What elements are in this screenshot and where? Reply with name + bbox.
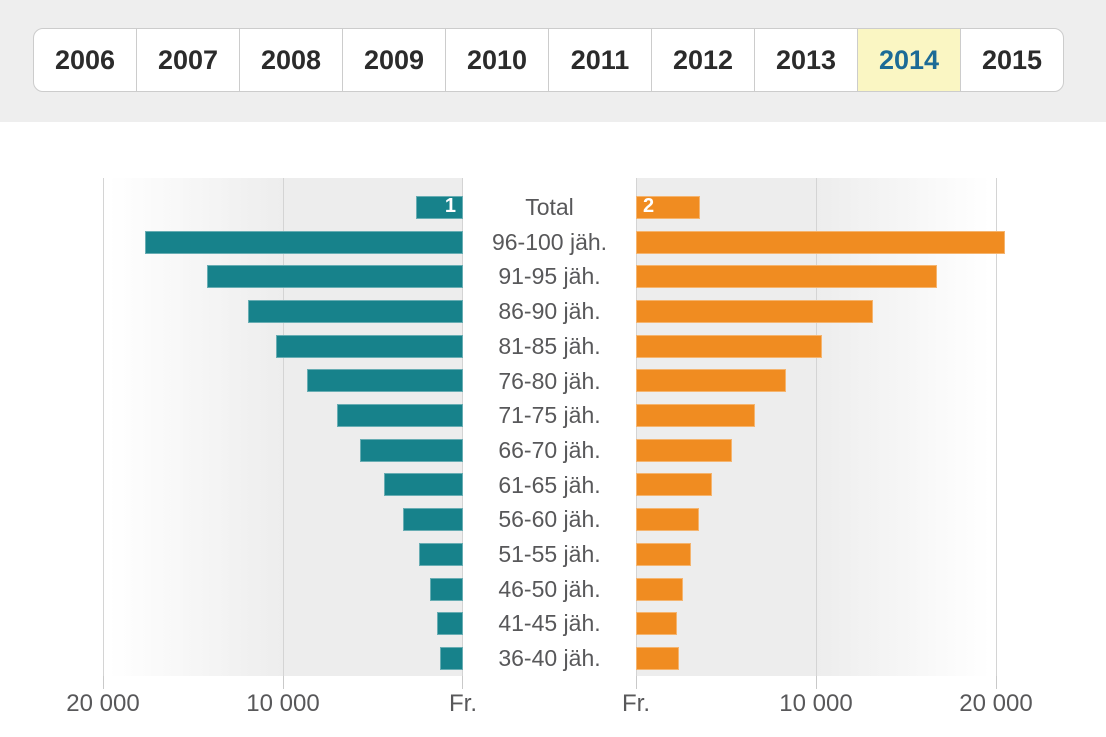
legend-label-series2: 2: [643, 194, 655, 217]
bar-series1-61-65-j-h-[interactable]: [384, 473, 463, 497]
tab-year-2010[interactable]: 2010: [445, 28, 549, 92]
tab-year-2008[interactable]: 2008: [239, 28, 343, 92]
gridline: [283, 178, 284, 676]
year-tabs: 2006 2007 2008 2009 2010 2011 2012 2013 2014 2015: [33, 28, 1064, 92]
category-label: 76-80 jäh.: [498, 367, 601, 394]
bar-series1-76-80-j-h-[interactable]: [307, 369, 463, 393]
category-label: 71-75 jäh.: [498, 402, 601, 429]
bar-series1-36-40-j-h-[interactable]: [440, 646, 463, 670]
category-label: 51-55 jäh.: [498, 541, 601, 567]
bar-series2-66-70-j-h-[interactable]: [636, 438, 732, 462]
bar-series1-86-90-j-h-[interactable]: [248, 299, 463, 323]
category-label-column: [463, 178, 636, 676]
category-label: 96-100 jäh.: [491, 228, 608, 255]
category-label: 86-90 jäh.: [498, 298, 601, 325]
axis-label-right-20000: 20 000: [959, 690, 1033, 717]
bar-series2-91-95-j-h-[interactable]: [636, 265, 937, 289]
bar-series1-Total[interactable]: 1: [416, 194, 463, 219]
axis-label-left-20000: 20 000: [66, 690, 140, 717]
bar-series1-51-55-j-h-[interactable]: [419, 542, 463, 566]
gridline: [103, 178, 104, 676]
category-label: Total: [525, 194, 574, 220]
axis-label-left-10000: 10 000: [246, 690, 320, 717]
year-tabstrip: 2006 2007 2008 2009 2010 2011 2012 2013 2014 2015: [0, 0, 1106, 122]
bar-series2-96-100-j-h-[interactable]: [636, 230, 1005, 254]
bar-series2-36-40-j-h-[interactable]: [636, 646, 679, 670]
axis-label-left-0: Fr.: [449, 690, 477, 717]
category-label: 66-70 jäh.: [498, 436, 601, 463]
legend-label-series1: 1: [444, 194, 456, 217]
bar-series2-86-90-j-h-[interactable]: [636, 299, 873, 323]
category-label: 91-95 jäh.: [498, 263, 601, 290]
tab-year-2014[interactable]: 2014: [857, 28, 961, 92]
bar-series2-61-65-j-h-[interactable]: [636, 473, 712, 497]
axis-tick: [996, 676, 997, 689]
bar-series2-41-45-j-h-[interactable]: [636, 612, 677, 636]
category-label: 56-60 jäh.: [498, 506, 601, 533]
axis-tick: [283, 676, 284, 689]
bar-series2-76-80-j-h-[interactable]: [636, 369, 786, 393]
bar-series2-81-85-j-h-[interactable]: [636, 334, 822, 358]
bar-series2-51-55-j-h-[interactable]: [636, 542, 691, 566]
pyramid-chart: 1 2 Total 96-100 jäh. 91-95 jäh. 86-90 jäh. 81…: [0, 122, 1106, 737]
tab-year-2006[interactable]: 2006: [33, 28, 137, 92]
tab-year-2015[interactable]: 2015: [960, 28, 1064, 92]
bar-series1-56-60-j-h-[interactable]: [403, 508, 463, 532]
bar-series1-91-95-j-h-[interactable]: [207, 265, 463, 289]
axis-label-right-0: Fr.: [622, 690, 650, 717]
axis-tick: [816, 676, 817, 689]
bar-series1-96-100-j-h-[interactable]: [145, 230, 463, 254]
bar-series1-66-70-j-h-[interactable]: [360, 438, 463, 462]
bar-series1-71-75-j-h-[interactable]: [337, 404, 463, 428]
bar-series1-46-50-j-h-[interactable]: [430, 577, 463, 601]
axis-tick: [462, 676, 463, 689]
tab-year-2011[interactable]: 2011: [548, 28, 652, 92]
tab-year-2012[interactable]: 2012: [651, 28, 755, 92]
gridline: [996, 178, 997, 676]
category-label: 46-50 jäh.: [498, 575, 601, 602]
axis-tick: [103, 676, 104, 689]
bar-series1-41-45-j-h-[interactable]: [437, 612, 463, 636]
axis-tick: [636, 676, 637, 689]
tab-year-2009[interactable]: 2009: [342, 28, 446, 92]
bar-series2-71-75-j-h-[interactable]: [636, 404, 755, 428]
bar-series2-Total[interactable]: 2: [636, 194, 700, 219]
bar-series2-46-50-j-h-[interactable]: [636, 577, 683, 601]
axis-label-right-10000: 10 000: [779, 690, 853, 717]
bar-series2-56-60-j-h-[interactable]: [636, 508, 699, 532]
tab-year-2007[interactable]: 2007: [136, 28, 240, 92]
gridline: [816, 178, 817, 676]
category-label: 61-65 jäh.: [498, 471, 601, 498]
category-label: 36-40 jäh.: [498, 645, 601, 672]
category-label: 81-85 jäh.: [498, 332, 601, 359]
tab-year-2013[interactable]: 2013: [754, 28, 858, 92]
category-label: 41-45 jäh.: [498, 610, 601, 637]
bar-series1-81-85-j-h-[interactable]: [276, 334, 463, 358]
